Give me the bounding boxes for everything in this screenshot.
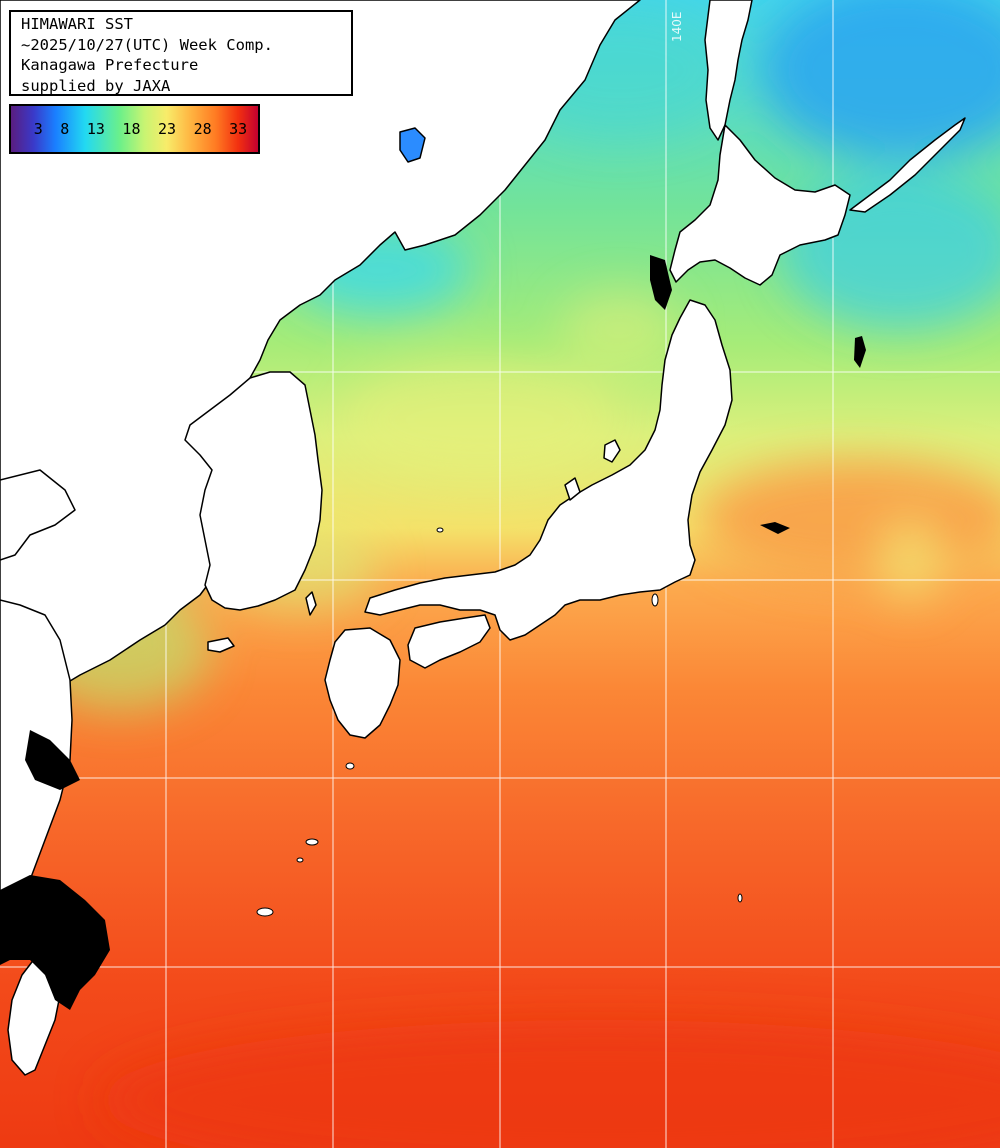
longitude-label: 140E [670,11,684,43]
land-sakhalin [704,0,753,141]
legend-labels: 3 8 13 18 23 28 33 [11,120,258,138]
land-kurils [849,117,966,213]
small-islands [256,527,743,917]
land-hokkaido [669,124,851,286]
nodata-areas [0,255,866,1010]
legend-label-3: 3 [33,120,43,138]
title-line-2: ~2025/10/27(UTC) Week Comp. [21,35,273,54]
land-kyushu [324,627,401,739]
land-honshu [364,299,733,641]
land-ulleung [399,127,426,163]
title-line-3: Kanagawa Prefecture [21,56,199,74]
land-sado [603,439,621,463]
color-legend: 3 8 13 18 23 28 33 [9,104,260,154]
latitude-label: 40N [14,354,39,368]
land-shikoku [407,614,491,669]
legend-label-8: 8 [60,120,70,138]
land-korea [184,371,323,611]
land-china-coast [0,469,76,561]
title-line-1: HIMAWARI SST [21,15,133,33]
land-noto [564,477,581,501]
title-line-4: supplied by JAXA [21,76,171,95]
legend-label-13: 13 [86,120,105,138]
legend-label-23: 23 [158,120,177,138]
land-jeju [207,637,235,653]
legend-label-18: 18 [122,120,141,138]
land-tsushima [305,591,317,616]
legend-label-33: 33 [229,120,248,138]
title-box: HIMAWARI SST ~2025/10/27(UTC) Week Comp.… [9,10,353,96]
legend-label-28: 28 [193,120,212,138]
